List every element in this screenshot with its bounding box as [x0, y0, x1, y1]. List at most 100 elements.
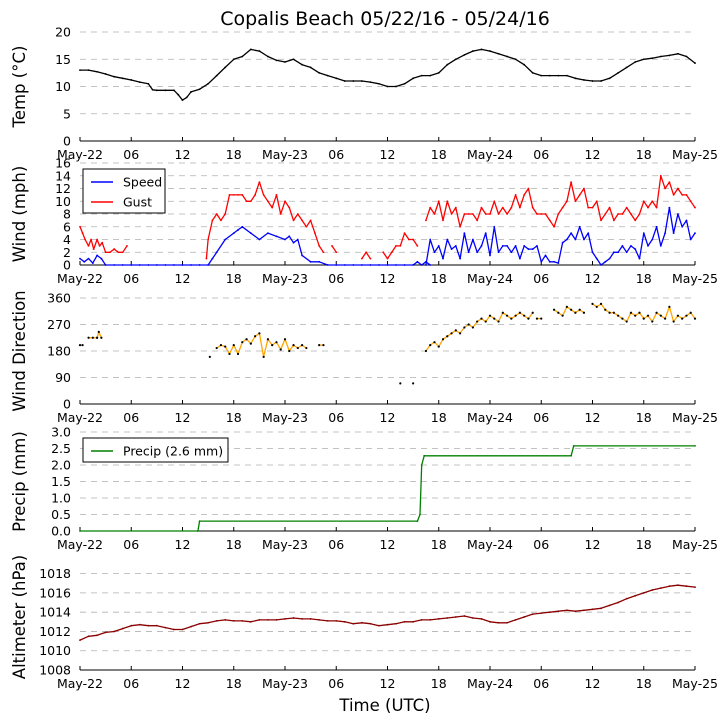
data-point	[237, 193, 239, 196]
y-tick-label: 1018	[39, 566, 71, 581]
data-point	[205, 257, 208, 260]
data-point	[514, 193, 517, 196]
data-point	[292, 58, 295, 61]
data-point	[642, 200, 645, 203]
data-point	[630, 213, 632, 215]
y-axis-label: Wind Direction	[10, 290, 29, 411]
data-point	[450, 213, 453, 215]
data-point	[480, 317, 483, 320]
data-point	[557, 311, 560, 314]
data-point	[510, 251, 513, 254]
data-point	[591, 80, 594, 82]
x-tick-label: May-22	[57, 147, 103, 162]
data-point	[296, 346, 299, 350]
data-point	[617, 251, 620, 254]
data-point	[501, 311, 504, 314]
data-point	[548, 611, 551, 614]
x-tick-label: 12	[175, 676, 191, 691]
data-point	[612, 311, 615, 314]
data-point	[121, 77, 124, 80]
data-point	[208, 355, 211, 358]
data-point	[476, 219, 479, 222]
x-tick-label: 18	[636, 410, 652, 425]
data-point	[446, 63, 449, 66]
data-point	[249, 200, 252, 203]
x-tick-label: 18	[226, 147, 242, 162]
data-point	[267, 200, 269, 203]
data-point	[121, 627, 124, 630]
data-point	[651, 320, 654, 323]
data-point	[352, 80, 355, 82]
data-point	[369, 257, 372, 260]
data-point	[130, 79, 133, 81]
y-tick-label: 180	[47, 344, 71, 359]
data-point	[429, 74, 432, 77]
data-point	[215, 346, 218, 350]
data-point	[288, 349, 291, 353]
data-point	[694, 586, 696, 589]
data-point	[181, 264, 184, 266]
data-point	[360, 80, 363, 82]
data-point	[335, 251, 338, 254]
data-point	[672, 232, 675, 235]
data-point	[395, 85, 397, 88]
data-point	[540, 74, 543, 77]
data-point	[514, 314, 517, 317]
series-line-precip-2-6-mm-	[80, 445, 695, 532]
data-point	[390, 251, 393, 254]
data-point	[480, 206, 483, 209]
data-point	[369, 622, 372, 625]
data-point	[177, 93, 180, 96]
data-point	[117, 251, 120, 254]
data-point	[309, 618, 312, 620]
data-point	[224, 66, 227, 69]
data-point	[676, 314, 680, 317]
data-point	[326, 264, 329, 266]
data-point	[484, 320, 487, 323]
data-point	[181, 99, 184, 102]
data-point	[467, 251, 470, 254]
data-point	[531, 613, 534, 616]
x-tick-label: 12	[380, 537, 396, 552]
data-point	[463, 213, 466, 215]
x-tick-label: May-24	[467, 271, 513, 286]
data-point	[369, 264, 372, 266]
data-point	[318, 260, 321, 263]
y-tick-label: 90	[55, 370, 71, 385]
data-point	[267, 232, 269, 235]
data-point	[557, 610, 560, 613]
data-point	[224, 213, 227, 215]
data-point	[565, 200, 568, 203]
data-point	[241, 341, 244, 344]
data-point	[318, 244, 321, 247]
x-tick-label: 18	[431, 147, 447, 162]
data-point	[423, 454, 426, 457]
data-point	[254, 193, 257, 196]
data-point	[343, 264, 346, 266]
data-point	[215, 74, 218, 77]
data-point	[190, 625, 192, 628]
data-point	[296, 213, 299, 215]
data-point	[561, 206, 564, 209]
y-axis-label: Precip (mm)	[10, 431, 29, 532]
data-point	[104, 251, 107, 254]
data-point	[412, 620, 415, 623]
data-point	[505, 314, 509, 317]
data-point	[207, 264, 210, 266]
data-point	[677, 52, 679, 55]
data-point	[510, 206, 513, 209]
data-point	[97, 330, 100, 333]
data-point	[81, 344, 84, 347]
y-tick-label: 1012	[39, 624, 71, 639]
data-point	[81, 232, 84, 235]
data-point	[472, 617, 474, 619]
y-tick-label: 4	[63, 232, 71, 247]
data-point	[437, 345, 440, 348]
data-point	[258, 618, 261, 621]
data-point	[412, 264, 415, 266]
x-tick-label: 12	[585, 147, 601, 162]
panel-4: May-22 06 12 18 May-23 06 12 18 May-24 06 12 18 May-…	[10, 425, 718, 553]
data-point	[219, 344, 223, 347]
series-line-speed	[425, 206, 696, 266]
data-point	[130, 624, 133, 627]
